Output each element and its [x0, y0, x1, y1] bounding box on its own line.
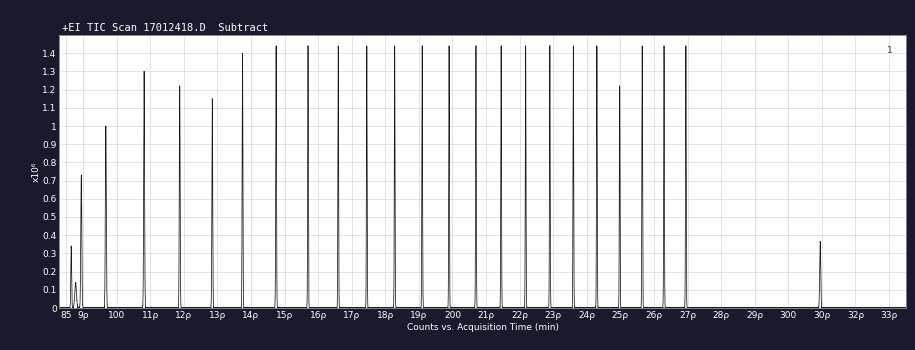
Y-axis label: x10⁶: x10⁶	[32, 161, 41, 182]
X-axis label: Counts vs. Acquisition Time (min): Counts vs. Acquisition Time (min)	[406, 323, 559, 331]
Text: 1: 1	[888, 46, 893, 55]
Text: +EI TIC Scan 17012418.D  Subtract: +EI TIC Scan 17012418.D Subtract	[62, 23, 268, 33]
